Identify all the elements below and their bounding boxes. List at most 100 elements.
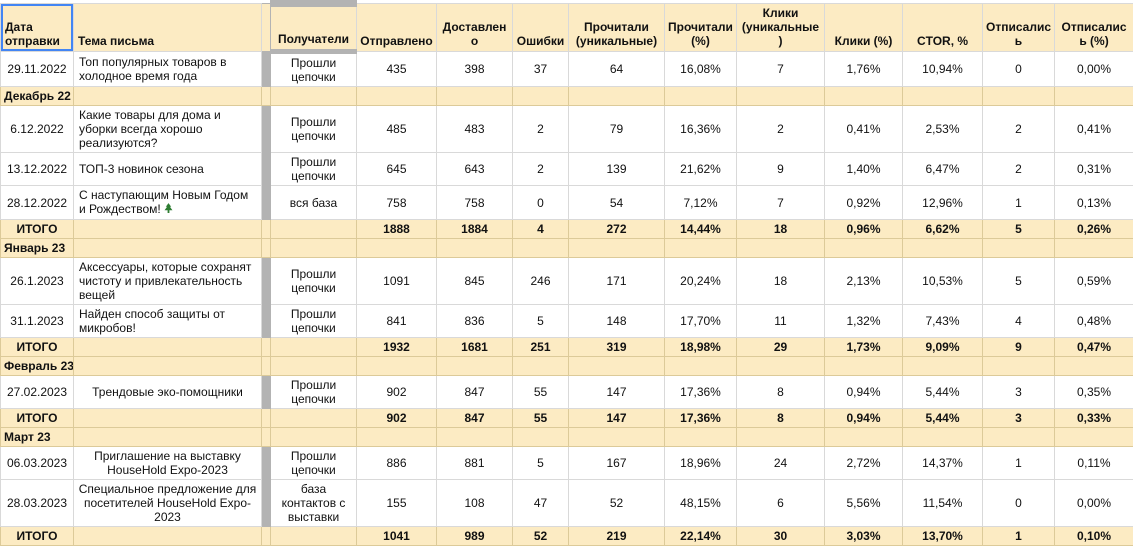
cell-recipients[interactable] xyxy=(271,220,357,239)
cell-read_unique[interactable]: 147 xyxy=(569,409,665,428)
cell-clicks_unique[interactable]: 7 xyxy=(737,186,825,220)
cell-subject[interactable]: Найден способ защиты от микробов! xyxy=(74,305,262,338)
cell-errors[interactable]: 52 xyxy=(513,527,569,546)
cell-recipients[interactable] xyxy=(271,239,357,258)
cell-read_unique[interactable]: 139 xyxy=(569,153,665,186)
cell-unsub[interactable]: 9 xyxy=(983,338,1055,357)
cell-date[interactable]: 27.02.2023 xyxy=(1,376,74,409)
cell-clicks_unique[interactable]: 18 xyxy=(737,258,825,305)
cell-unsub[interactable]: 1 xyxy=(983,527,1055,546)
cell-read_pct[interactable]: 48,15% xyxy=(665,480,737,527)
cell-read_unique[interactable]: 64 xyxy=(569,52,665,87)
cell-subject[interactable]: ТОП-3 новинок сезона xyxy=(74,153,262,186)
cell-clicks_unique[interactable] xyxy=(737,428,825,447)
cell-errors[interactable]: 55 xyxy=(513,409,569,428)
cell-read_pct[interactable]: 18,96% xyxy=(665,447,737,480)
cell-unsub_pct[interactable]: 0,35% xyxy=(1055,376,1133,409)
cell-read_pct[interactable]: 16,08% xyxy=(665,52,737,87)
cell-unsub[interactable]: 3 xyxy=(983,376,1055,409)
cell-ctor_pct[interactable]: 6,47% xyxy=(903,153,983,186)
cell-recipients[interactable]: вся база xyxy=(271,186,357,220)
cell-delivered[interactable] xyxy=(437,87,513,106)
cell-ctor_pct[interactable]: 2,53% xyxy=(903,106,983,153)
cell-delivered[interactable] xyxy=(437,357,513,376)
cell-unsub[interactable]: 3 xyxy=(983,409,1055,428)
cell-clicks_pct[interactable] xyxy=(825,428,903,447)
cell-errors[interactable]: 0 xyxy=(513,186,569,220)
cell-read_unique[interactable]: 272 xyxy=(569,220,665,239)
cell-unsub_pct[interactable] xyxy=(1055,239,1133,258)
cell-errors[interactable] xyxy=(513,239,569,258)
cell-errors[interactable]: 47 xyxy=(513,480,569,527)
cell-read_unique[interactable] xyxy=(569,239,665,258)
cell-unsub[interactable]: 5 xyxy=(983,220,1055,239)
cell-errors[interactable]: 246 xyxy=(513,258,569,305)
cell-read_unique[interactable]: 147 xyxy=(569,376,665,409)
cell-unsub_pct[interactable]: 0,10% xyxy=(1055,527,1133,546)
cell-ctor_pct[interactable]: 11,54% xyxy=(903,480,983,527)
cell-ctor_pct[interactable]: 10,53% xyxy=(903,258,983,305)
cell-sent[interactable] xyxy=(357,239,437,258)
cell-clicks_pct[interactable]: 1,73% xyxy=(825,338,903,357)
cell-date[interactable]: 29.11.2022 xyxy=(1,52,74,87)
cell-subject[interactable] xyxy=(74,239,262,258)
cell-unsub[interactable]: 1 xyxy=(983,186,1055,220)
column-header-delivered[interactable]: Доставлено xyxy=(437,4,513,52)
cell-subject[interactable] xyxy=(74,409,262,428)
column-header-ctor_pct[interactable]: CTOR, % xyxy=(903,4,983,52)
cell-read_unique[interactable] xyxy=(569,87,665,106)
cell-recipients[interactable]: Прошли цепочки xyxy=(271,52,357,87)
cell-clicks_unique[interactable] xyxy=(737,239,825,258)
cell-ctor_pct[interactable] xyxy=(903,239,983,258)
cell-month-label[interactable]: Февраль 23 xyxy=(1,357,74,376)
cell-errors[interactable]: 2 xyxy=(513,153,569,186)
cell-month-label[interactable]: Январь 23 xyxy=(1,239,74,258)
cell-ctor_pct[interactable]: 6,62% xyxy=(903,220,983,239)
cell-errors[interactable] xyxy=(513,357,569,376)
cell-read_unique[interactable]: 52 xyxy=(569,480,665,527)
cell-delivered[interactable] xyxy=(437,428,513,447)
cell-date[interactable]: 31.1.2023 xyxy=(1,305,74,338)
cell-read_pct[interactable] xyxy=(665,87,737,106)
cell-errors[interactable]: 5 xyxy=(513,305,569,338)
cell-clicks_pct[interactable] xyxy=(825,239,903,258)
cell-delivered[interactable]: 108 xyxy=(437,480,513,527)
cell-errors[interactable]: 251 xyxy=(513,338,569,357)
cell-unsub[interactable] xyxy=(983,87,1055,106)
cell-clicks_unique[interactable]: 8 xyxy=(737,376,825,409)
cell-unsub_pct[interactable]: 0,47% xyxy=(1055,338,1133,357)
cell-recipients[interactable] xyxy=(271,527,357,546)
cell-clicks_unique[interactable] xyxy=(737,357,825,376)
cell-recipients[interactable]: Прошли цепочки xyxy=(271,305,357,338)
cell-delivered[interactable]: 1681 xyxy=(437,338,513,357)
cell-clicks_unique[interactable]: 11 xyxy=(737,305,825,338)
cell-read_unique[interactable]: 171 xyxy=(569,258,665,305)
cell-ctor_pct[interactable] xyxy=(903,428,983,447)
cell-recipients[interactable]: Прошли цепочки xyxy=(271,106,357,153)
cell-clicks_unique[interactable]: 8 xyxy=(737,409,825,428)
cell-delivered[interactable]: 881 xyxy=(437,447,513,480)
cell-read_unique[interactable]: 79 xyxy=(569,106,665,153)
column-header-date[interactable]: Дата отправки xyxy=(1,4,74,52)
cell-sent[interactable] xyxy=(357,428,437,447)
cell-clicks_pct[interactable]: 2,72% xyxy=(825,447,903,480)
cell-read_pct[interactable] xyxy=(665,428,737,447)
cell-errors[interactable] xyxy=(513,87,569,106)
column-header-errors[interactable]: Ошибки xyxy=(513,4,569,52)
cell-recipients[interactable]: Прошли цепочки xyxy=(271,447,357,480)
cell-read_unique[interactable]: 54 xyxy=(569,186,665,220)
cell-clicks_unique[interactable]: 18 xyxy=(737,220,825,239)
cell-unsub_pct[interactable]: 0,00% xyxy=(1055,52,1133,87)
cell-unsub[interactable] xyxy=(983,357,1055,376)
cell-sent[interactable]: 902 xyxy=(357,409,437,428)
cell-month-label[interactable]: Март 23 xyxy=(1,428,74,447)
cell-clicks_unique[interactable]: 29 xyxy=(737,338,825,357)
cell-ctor_pct[interactable]: 10,94% xyxy=(903,52,983,87)
cell-clicks_pct[interactable]: 0,94% xyxy=(825,409,903,428)
cell-subject[interactable] xyxy=(74,87,262,106)
cell-unsub_pct[interactable]: 0,00% xyxy=(1055,480,1133,527)
cell-sent[interactable]: 155 xyxy=(357,480,437,527)
cell-subject[interactable] xyxy=(74,220,262,239)
cell-sent[interactable] xyxy=(357,87,437,106)
cell-ctor_pct[interactable]: 7,43% xyxy=(903,305,983,338)
